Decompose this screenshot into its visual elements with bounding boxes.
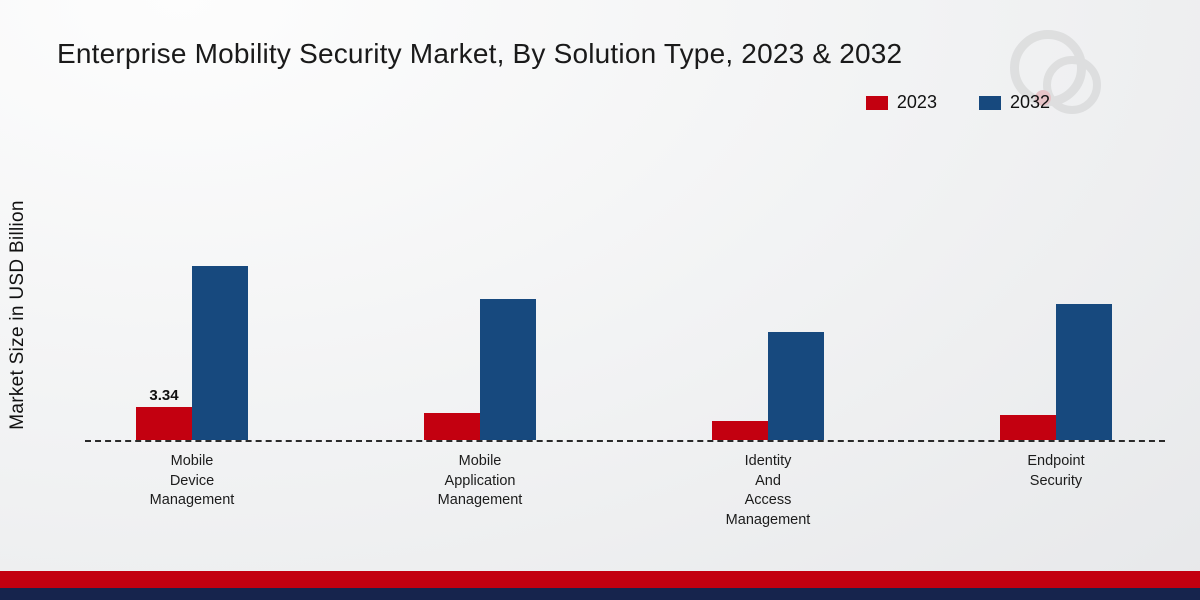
legend-label-2023: 2023 [896, 92, 937, 112]
bar-group [336, 260, 624, 440]
category-label: Mobile Application Management [437, 453, 523, 509]
bar-2032-mobile-application-management [480, 299, 536, 440]
bar-2023-mobile-device-management: 3.34 [136, 387, 192, 440]
chart-title: Enterprise Mobility Security Market, By … [57, 38, 903, 69]
legend: 2023 2032 [865, 92, 1050, 113]
plot-area: 3.34 [48, 260, 1200, 440]
legend-swatch-2023-icon [865, 95, 888, 110]
bar-group [624, 260, 912, 440]
legend-swatch-2032-icon [978, 95, 1001, 110]
x-axis-line [85, 440, 1165, 442]
bar-value-label: 3.34 [149, 387, 179, 404]
bar-2032-endpoint-security [1056, 304, 1112, 440]
y-axis-label: Market Size in USD Billion [7, 200, 28, 430]
bar-2032-identity-and-access-management [768, 332, 824, 440]
watermark-circle-icon [1043, 56, 1101, 114]
bar-2032-mobile-device-management [192, 266, 248, 440]
bar-2023-endpoint-security [1000, 415, 1056, 440]
bar-group: 3.34 [48, 260, 336, 440]
category-labels-row: Mobile Device Management Mobile Application M… [48, 452, 1200, 531]
bar-group [912, 260, 1200, 440]
legend-item-2032: 2032 [978, 92, 1050, 113]
category-label: Mobile Device Management [149, 453, 235, 509]
legend-label-2032: 2032 [1009, 92, 1050, 112]
footer-red-band [0, 571, 1200, 588]
legend-item-2023: 2023 [865, 92, 937, 113]
bar-2023-mobile-application-management [424, 413, 480, 440]
footer-navy-band [0, 588, 1200, 600]
bar-2023-identity-and-access-management [712, 421, 768, 440]
category-label: Endpoint Security [1027, 453, 1085, 489]
category-label: Identity And Access Management [725, 453, 811, 529]
